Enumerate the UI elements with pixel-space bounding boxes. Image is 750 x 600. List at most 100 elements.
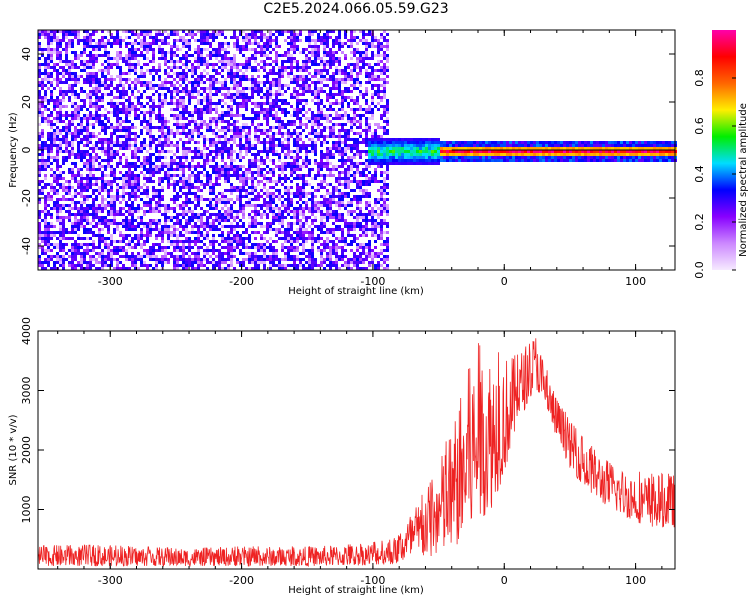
spectrogram-cell (233, 240, 236, 243)
spectrogram-cell (224, 129, 227, 132)
spectrogram-cell (284, 30, 287, 33)
spectrogram-cell (203, 186, 206, 189)
spectrogram-cell (50, 93, 53, 96)
spectrogram-cell (122, 141, 125, 144)
spectrogram-cell (191, 111, 194, 114)
spectrogram-cell (233, 42, 236, 45)
spectrogram-cell (152, 153, 155, 156)
spectrogram-cell (176, 102, 179, 105)
spectrogram-cell (59, 183, 62, 186)
spectrogram-cell (92, 66, 95, 69)
spectrogram-cell (155, 228, 158, 231)
spectrogram-cell (182, 108, 185, 111)
spectrogram-cell (290, 246, 293, 249)
spectrogram-cell (110, 204, 113, 207)
spectrogram-cell (317, 264, 320, 267)
spectrogram-cell (251, 174, 254, 177)
spectrogram-cell (149, 159, 152, 162)
spectrogram-cell (191, 219, 194, 222)
spectrogram-cell (215, 198, 218, 201)
spectrogram-cell (194, 105, 197, 108)
spectrogram-cell (140, 228, 143, 231)
spectrogram-cell (77, 75, 80, 78)
spectrogram-cell (272, 33, 275, 36)
spectrogram-cell (59, 102, 62, 105)
spectrogram-cell (302, 114, 305, 117)
spectrogram-cell (200, 189, 203, 192)
spectrogram-cell (278, 213, 281, 216)
spectrogram-cell (284, 228, 287, 231)
spectrogram-cell (143, 177, 146, 180)
spectrogram-cell (323, 216, 326, 219)
spectrogram-cell (41, 81, 44, 84)
spectrogram-cell (38, 114, 41, 117)
spectrogram-cell (296, 66, 299, 69)
spectrogram-cell (89, 78, 92, 81)
spectrogram-cell (44, 117, 47, 120)
spectrogram-cell (326, 33, 329, 36)
spectrogram-cell (53, 207, 56, 210)
spectrogram-cell (44, 225, 47, 228)
spectrogram-cell (257, 135, 260, 138)
spectrogram-cell (71, 246, 74, 249)
spectrogram-cell (206, 222, 209, 225)
spectrogram-cell (317, 171, 320, 174)
spectrogram-cell (137, 114, 140, 117)
spectrogram-cell (50, 255, 53, 258)
spectrogram-cell (251, 30, 254, 33)
spectrogram-cell (161, 120, 164, 123)
spectrogram-cell (209, 174, 212, 177)
spectrogram-cell (269, 45, 272, 48)
spectrogram-cell (179, 114, 182, 117)
spectrogram-cell (212, 243, 215, 246)
spectrogram-cell (149, 30, 152, 33)
spectrogram-cell (68, 264, 71, 267)
spectrogram-cell (314, 195, 317, 198)
spectrogram-cell (302, 252, 305, 255)
spectrogram-cell (242, 216, 245, 219)
spectrogram-cell (242, 90, 245, 93)
spectrogram-cell (182, 150, 185, 153)
spectrogram-cell (302, 69, 305, 72)
spectrogram-cell (140, 234, 143, 237)
spectrogram-cell (287, 165, 290, 168)
spectrogram-cell (59, 147, 62, 150)
spectrogram-cell (101, 237, 104, 240)
spectrogram-cell (83, 258, 86, 261)
spectrogram-cell (311, 249, 314, 252)
spectrogram-cell (92, 54, 95, 57)
spectrogram-cell (77, 234, 80, 237)
spectrogram-cell (191, 33, 194, 36)
spectrogram-cell (170, 150, 173, 153)
spectrogram-cell (98, 54, 101, 57)
spectrogram-cell (209, 228, 212, 231)
spectrogram-cell (170, 174, 173, 177)
spectrogram-cell (317, 228, 320, 231)
spectrogram-cell (176, 156, 179, 159)
spectrogram-cell (65, 258, 68, 261)
spectrogram-cell (197, 228, 200, 231)
spectrogram-cell (167, 162, 170, 165)
spectrogram-cell (281, 243, 284, 246)
spectrogram-cell (164, 258, 167, 261)
spectrogram-cell (254, 54, 257, 57)
spectrogram-cell (293, 36, 296, 39)
spectrogram-cell (245, 138, 248, 141)
spectrogram-cell (41, 129, 44, 132)
spectrogram-cell (92, 87, 95, 90)
spectrogram-cell (254, 57, 257, 60)
spectrogram-cell (83, 105, 86, 108)
spectrogram-cell (188, 138, 191, 141)
spectrogram-cell (272, 171, 275, 174)
spectrogram-cell (164, 222, 167, 225)
spectrogram-cell (107, 255, 110, 258)
spectrogram-cell (80, 264, 83, 267)
spectrogram-cell (212, 84, 215, 87)
spectrogram-cell (212, 48, 215, 51)
spectrogram-cell (116, 240, 119, 243)
spectrogram-cell (311, 252, 314, 255)
spectrogram-cell (170, 48, 173, 51)
spectrogram-cell (101, 39, 104, 42)
spectrogram-cell (308, 183, 311, 186)
spectrogram-cell (215, 207, 218, 210)
